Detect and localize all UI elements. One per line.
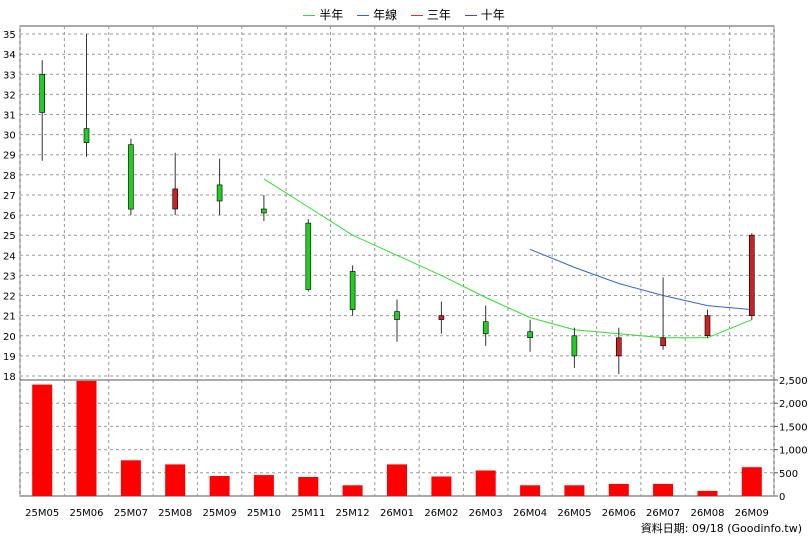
volume-tick-label: 0: [779, 492, 785, 503]
candle-body: [704, 315, 711, 337]
x-tick-label: 26M08: [690, 508, 724, 519]
x-tick-label: 25M09: [203, 508, 237, 519]
volume-tick-label: 1,000: [779, 446, 808, 457]
x-tick-label: 25M11: [291, 508, 325, 519]
volume-bar: [120, 460, 141, 496]
x-tick-label: 26M02: [424, 508, 458, 519]
price-tick-label: 31: [3, 111, 16, 122]
ma-half-year-line: [263, 178, 752, 339]
price-tick-label: 24: [3, 251, 16, 262]
volume-bar: [76, 380, 97, 496]
price-tick-label: 20: [3, 332, 16, 343]
candle-body: [172, 188, 178, 210]
legend-item-three-year: 三年: [410, 6, 451, 23]
x-tick-label: 26M04: [513, 508, 547, 519]
x-tick-label: 26M01: [380, 508, 414, 519]
price-tick-label: 23: [3, 271, 16, 282]
candle-body: [615, 337, 622, 357]
x-tick-label: 25M05: [25, 508, 59, 519]
price-tick-label: 35: [3, 30, 16, 41]
legend-label: 十年: [480, 8, 505, 22]
volume-bar: [253, 475, 274, 496]
volume-bar: [653, 483, 674, 496]
x-tick-label: 25M07: [114, 508, 148, 519]
candle-body: [128, 144, 134, 210]
volume-bar: [741, 467, 762, 496]
candle-body: [438, 315, 445, 320]
price-tick-label: 26: [3, 211, 16, 222]
price-tick-label: 25: [3, 231, 16, 242]
price-tick-label: 18: [3, 372, 16, 383]
x-tick-label: 26M03: [469, 508, 503, 519]
x-tick-label: 26M09: [735, 508, 769, 519]
legend-label: 半年: [319, 8, 344, 22]
volume-tick-label: 2,000: [779, 399, 808, 410]
candle-body: [261, 208, 267, 214]
price-tick-label: 32: [3, 90, 16, 101]
volume-bar: [431, 476, 452, 496]
ma-year-line: [529, 248, 752, 311]
x-tick-label: 26M05: [557, 508, 591, 519]
x-tick-label: 26M07: [646, 508, 680, 519]
price-tick-label: 34: [3, 50, 16, 61]
legend-swatch: [357, 15, 370, 16]
candle-body: [660, 337, 666, 347]
candle-body: [394, 311, 400, 320]
volume-tick-label: 1,500: [779, 422, 808, 433]
legend-item-year: 年線: [357, 6, 397, 23]
candle-body: [39, 74, 46, 113]
x-tick-label: 25M06: [69, 508, 103, 519]
x-tick-label: 25M12: [336, 508, 370, 519]
x-tick-label: 25M08: [158, 508, 192, 519]
volume-bar: [475, 470, 496, 496]
price-tick-label: 30: [3, 131, 16, 142]
volume-tick-label: 500: [779, 469, 798, 480]
price-tick-label: 29: [3, 151, 16, 162]
x-tick-label: 25M10: [247, 508, 281, 519]
candle-body: [482, 321, 489, 335]
x-tick-label: 26M06: [602, 508, 636, 519]
volume-bar: [564, 485, 585, 496]
price-tick-label: 21: [3, 312, 16, 323]
volume-bar: [608, 483, 629, 496]
price-tick-label: 27: [3, 191, 16, 202]
volume-bar: [298, 477, 319, 496]
legend: 半年 年線 三年 十年: [0, 6, 808, 23]
data-date-label: 資料日期: 09/18 (Goodinfo.tw): [640, 522, 802, 535]
volume-bar: [165, 464, 186, 496]
candle-body: [305, 222, 312, 290]
volume-bar: [387, 464, 407, 496]
volume-bar: [209, 476, 230, 496]
candle-body: [748, 234, 755, 316]
legend-item-half-year: 半年: [303, 6, 343, 23]
legend-swatch: [410, 15, 423, 16]
volume-bar: [342, 485, 363, 496]
price-tick-label: 22: [3, 292, 16, 303]
legend-swatch: [464, 15, 477, 16]
legend-item-ten-year: 十年: [464, 6, 505, 23]
volume-bar: [520, 485, 541, 496]
candle-body: [83, 128, 90, 144]
price-tick-label: 28: [3, 171, 16, 182]
candle-body: [571, 335, 578, 357]
candle-body: [527, 331, 533, 339]
volume-bar: [697, 490, 718, 496]
volume-tick-label: 2,500: [779, 376, 808, 387]
price-tick-label: 33: [3, 70, 16, 81]
price-tick-label: 19: [3, 352, 16, 363]
candle-body: [349, 271, 356, 310]
plot-area: [19, 25, 775, 497]
legend-label: 年線: [373, 8, 398, 22]
legend-swatch: [303, 15, 316, 16]
legend-label: 三年: [426, 8, 451, 22]
volume-bar: [32, 384, 53, 496]
candle-body: [216, 184, 223, 202]
